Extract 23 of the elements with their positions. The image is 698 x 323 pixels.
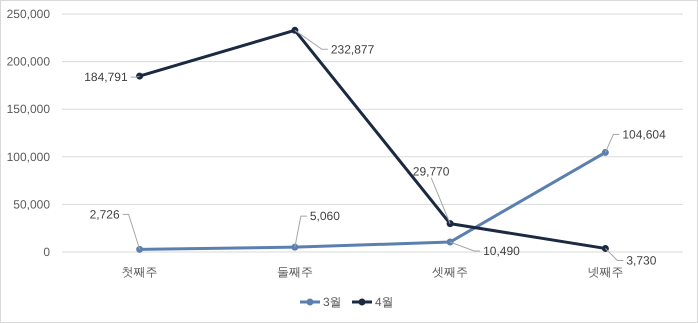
y-tick-label: 150,000 (6, 102, 50, 116)
x-tick-label: 넷째주 (587, 265, 624, 279)
point (602, 148, 609, 156)
data-label: 5,060 (310, 209, 340, 224)
data-label: 3,730 (626, 253, 657, 268)
point (136, 72, 144, 80)
point (136, 246, 144, 253)
data-label: 104,604 (622, 127, 666, 142)
legend-label: 4월 (375, 295, 394, 309)
data-label: 2,726 (90, 207, 120, 222)
x-tick-label: 셋째주 (432, 265, 468, 279)
x-tick-label: 둘째주 (276, 265, 313, 279)
data-label: 232,877 (330, 42, 375, 56)
data-label: 29,770 (412, 164, 450, 179)
y-tick-label: 250,000 (6, 7, 50, 21)
y-tick-label: 100,000 (6, 150, 50, 164)
y-tick-label: 0 (43, 245, 50, 259)
legend-label: 3월 (323, 295, 342, 309)
x-tick-label: 첫째주 (122, 265, 158, 279)
data-label: 184,791 (84, 70, 128, 84)
data-label: 10,490 (483, 244, 520, 258)
y-tick-label: 200,000 (6, 54, 50, 69)
y-tick-label: 50,000 (13, 197, 50, 212)
